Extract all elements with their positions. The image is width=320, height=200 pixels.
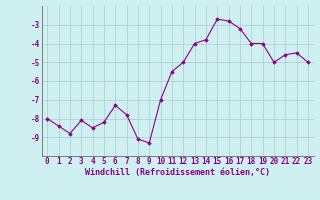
X-axis label: Windchill (Refroidissement éolien,°C): Windchill (Refroidissement éolien,°C) bbox=[85, 168, 270, 177]
